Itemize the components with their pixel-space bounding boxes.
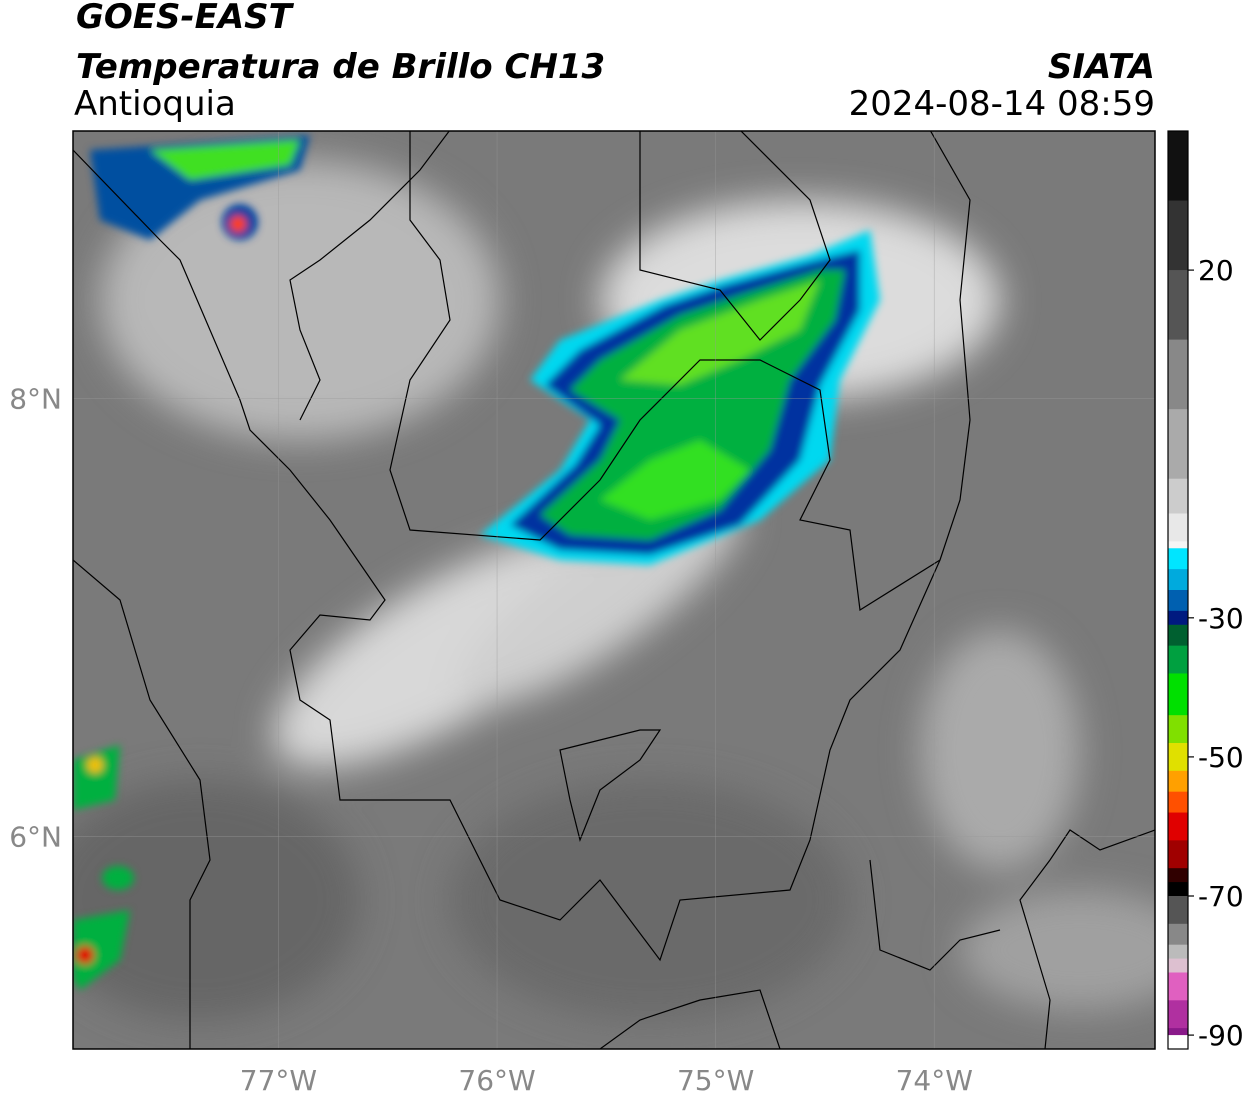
colorbar-band	[1168, 770, 1188, 793]
colorbar-band	[1168, 791, 1188, 814]
colorbar-band	[1168, 958, 1188, 973]
colorbar-tick-label: -50	[1198, 741, 1244, 774]
colorbar-band	[1168, 478, 1188, 514]
y-tick-label: 6°N	[9, 820, 62, 853]
colorbar-band	[1168, 569, 1188, 591]
colorbar-band	[1168, 624, 1188, 647]
colorbar-band	[1168, 541, 1188, 549]
satellite-image	[73, 131, 1155, 1049]
colorbar-band	[1168, 1028, 1188, 1036]
colorbar-tick-label: -30	[1198, 602, 1244, 635]
colorbar-band	[1168, 715, 1188, 744]
map-frame	[72, 130, 1156, 1050]
region: Antioquia	[74, 84, 236, 124]
colorbar-band	[1168, 743, 1188, 772]
colorbar-band	[1168, 200, 1188, 271]
colorbar-band	[1168, 923, 1188, 946]
colorbar-band	[1168, 270, 1188, 341]
colorbar-band	[1168, 409, 1188, 480]
colorbar-frame	[1167, 130, 1189, 1050]
colorbar-band	[1168, 131, 1188, 202]
colorbar-band	[1168, 868, 1188, 883]
x-tick-label: 76°W	[458, 1064, 535, 1097]
colorbar-band	[1168, 645, 1188, 674]
y-tick-label: 8°N	[9, 382, 62, 415]
colorbar-band	[1168, 944, 1188, 960]
colorbar-band	[1168, 548, 1188, 570]
title: GOES-EAST	[76, 0, 295, 37]
x-tick-label: 77°W	[240, 1064, 317, 1097]
colorbar-band	[1168, 610, 1188, 626]
colorbar-band	[1168, 590, 1188, 612]
colorbar-tick-label: 20	[1198, 254, 1234, 287]
x-tick-label: 74°W	[896, 1064, 973, 1097]
colorbar-band	[1168, 1035, 1188, 1050]
colorbar-band	[1168, 896, 1188, 925]
colorbar-band	[1168, 812, 1188, 841]
colorbar-band	[1168, 972, 1188, 1001]
agency: SIATA	[1048, 47, 1155, 87]
x-tick-label: 75°W	[677, 1064, 754, 1097]
colorbar-band	[1168, 1000, 1188, 1029]
colorbar-tick-label: -90	[1198, 1019, 1244, 1052]
colorbar-band	[1168, 513, 1188, 542]
datetime: 2024-08-14 08:59	[849, 84, 1155, 124]
colorbar-band	[1168, 840, 1188, 869]
colorbar-band	[1168, 673, 1188, 716]
colorbar-band	[1168, 339, 1188, 410]
colorbar-band	[1168, 882, 1188, 897]
colorbar-tick-label: -70	[1198, 880, 1244, 913]
subtitle: Temperatura de Brillo CH13	[76, 47, 605, 87]
